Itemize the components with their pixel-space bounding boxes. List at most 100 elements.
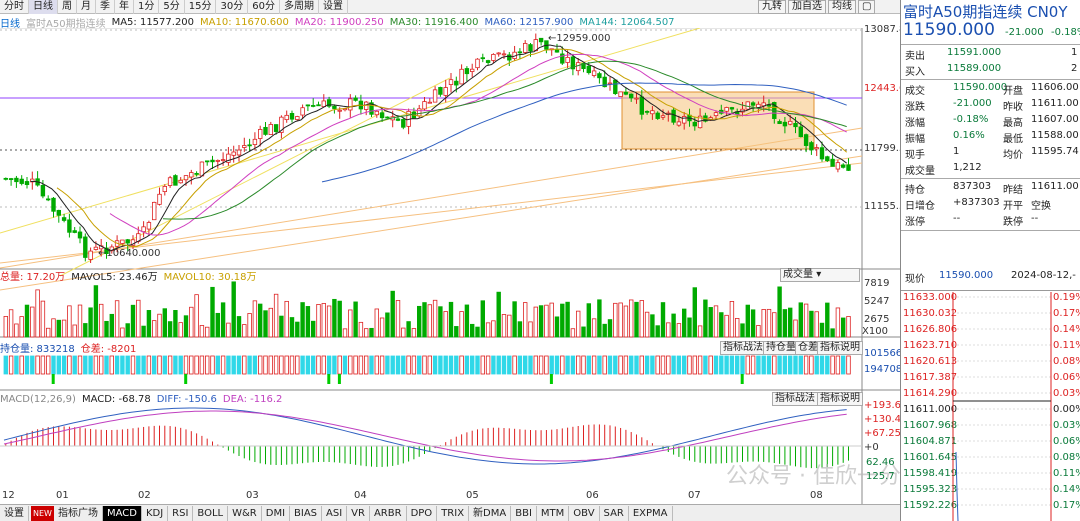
tab-expma[interactable]: EXPMA — [629, 505, 673, 521]
tab-wr[interactable]: W&R — [228, 505, 262, 521]
quote-pct: -0.18% — [1051, 27, 1080, 38]
tab-macd[interactable]: MACD — [102, 505, 142, 521]
candle — [337, 109, 342, 112]
indicator-help-button[interactable]: 指标说明 — [817, 341, 863, 355]
candle — [194, 173, 199, 175]
tab-vr[interactable]: VR — [347, 505, 370, 521]
tab-bias[interactable]: BIAS — [290, 505, 323, 521]
quote-row-value: 0.16% — [953, 130, 985, 141]
oi-bar — [130, 355, 136, 375]
tab-mtm[interactable]: MTM — [537, 505, 570, 521]
oi-bar — [390, 355, 395, 375]
volume-bar — [772, 312, 777, 338]
candle — [326, 99, 332, 107]
macd-help-button[interactable]: 指标说明 — [817, 392, 863, 406]
volume-bar — [422, 302, 427, 338]
oi-bar — [114, 355, 120, 375]
volume-bar — [242, 324, 247, 338]
volume-bar — [719, 312, 724, 338]
volume-bar — [576, 310, 581, 338]
quote-row-value: -21.000 — [953, 98, 992, 109]
add-watchlist-button[interactable]: 加自选 — [788, 0, 826, 14]
tab-indicator-square[interactable]: 指标广场 — [54, 505, 103, 521]
oi-bar — [40, 355, 46, 375]
indicator-selector[interactable]: 成交量 ▾ — [780, 268, 860, 282]
oi-bar — [374, 355, 379, 375]
tab-monthly[interactable]: 月 — [77, 0, 96, 14]
chart-area[interactable]: 公众号 · 佳欣一分钟 — [0, 28, 900, 504]
volume-bar — [841, 317, 846, 338]
quote-row-value: -0.18% — [953, 114, 989, 125]
oi-bar — [295, 355, 300, 375]
ma10-label: MA10: 11670.600 — [200, 16, 289, 28]
tab-quarterly[interactable]: 季 — [96, 0, 115, 14]
oi-bar — [576, 355, 581, 375]
tab-5min[interactable]: 5分 — [159, 0, 185, 14]
oi-bar — [745, 355, 750, 375]
oi-bar — [67, 355, 72, 375]
oi-delta-bar — [327, 374, 331, 384]
oi-bar — [231, 355, 236, 375]
consolidation-box — [621, 91, 815, 150]
tab-fenshi[interactable]: 分时 — [0, 0, 29, 14]
volume-bar — [724, 314, 729, 338]
oi-bar — [273, 355, 279, 375]
tab-trix[interactable]: TRIX — [437, 505, 470, 521]
volume-bar — [454, 326, 459, 338]
tick-chart[interactable]: 11633.000 0.19% 11630.032 0.17% 11626.806 0.1… — [901, 292, 1080, 521]
oi-bar — [88, 355, 93, 375]
tab-rsi[interactable]: RSI — [168, 505, 194, 521]
oi-bar — [310, 355, 316, 375]
volume-bar — [803, 303, 809, 338]
tab-yearly[interactable]: 年 — [115, 0, 134, 14]
candle — [623, 91, 629, 95]
tab-dmi[interactable]: DMI — [262, 505, 291, 521]
tab-1min[interactable]: 1分 — [134, 0, 160, 14]
nine-turn-button[interactable]: 九转 — [758, 0, 786, 14]
oi-bar — [480, 355, 485, 375]
tab-kdj[interactable]: KDJ — [142, 505, 169, 521]
tab-multi-period[interactable]: 多周期 — [280, 0, 319, 14]
ma-button[interactable]: 均线 — [828, 0, 856, 14]
tab-dpo[interactable]: DPO — [407, 505, 438, 521]
tab-settings-bottom[interactable]: 设置 — [0, 505, 29, 521]
quote-row-value2: -- — [1031, 213, 1039, 224]
volume-bar — [401, 327, 406, 338]
now-label: 现价 — [905, 274, 925, 285]
quote-row-value2: 11606.00 — [1031, 82, 1079, 93]
tab-boll[interactable]: BOLL — [193, 505, 229, 521]
candle — [607, 82, 613, 85]
candle — [538, 37, 544, 43]
tab-weekly[interactable]: 周 — [58, 0, 77, 14]
macd-strategy-button[interactable]: 指标战法 — [772, 392, 818, 406]
oi-button[interactable]: 持仓量 — [763, 341, 799, 355]
oi-bar — [104, 355, 109, 375]
volume-bar — [30, 306, 35, 338]
tab-daily[interactable]: 日线 — [29, 0, 58, 14]
period-label: 日线 — [0, 18, 20, 30]
tab-settings[interactable]: 设置 — [319, 0, 348, 14]
volume-bar — [634, 301, 639, 338]
oi-bar — [337, 355, 342, 375]
tab-bbi[interactable]: BBI — [511, 505, 537, 521]
volume-bar — [183, 315, 189, 338]
month-label: 05 — [466, 490, 479, 501]
volume-bar — [167, 321, 173, 338]
tab-sar[interactable]: SAR — [600, 505, 629, 521]
tab-15min[interactable]: 15分 — [185, 0, 217, 14]
candle — [576, 62, 581, 72]
volume-bar — [77, 304, 83, 338]
strategy-button[interactable]: 指标战法 — [720, 341, 766, 355]
volume-bar — [326, 305, 332, 338]
tab-arbr[interactable]: ARBR — [370, 505, 407, 521]
tab-obv[interactable]: OBV — [569, 505, 600, 521]
tab-60min[interactable]: 60分 — [248, 0, 280, 14]
collapse-icon[interactable]: ▢ — [858, 0, 876, 14]
tab-asi[interactable]: ASI — [322, 505, 348, 521]
candle — [199, 161, 205, 177]
tab-30min[interactable]: 30分 — [216, 0, 249, 14]
candle — [507, 54, 512, 61]
tab-new-dma[interactable]: 新DMA — [469, 505, 512, 521]
candle — [655, 112, 660, 119]
candle — [162, 186, 167, 192]
